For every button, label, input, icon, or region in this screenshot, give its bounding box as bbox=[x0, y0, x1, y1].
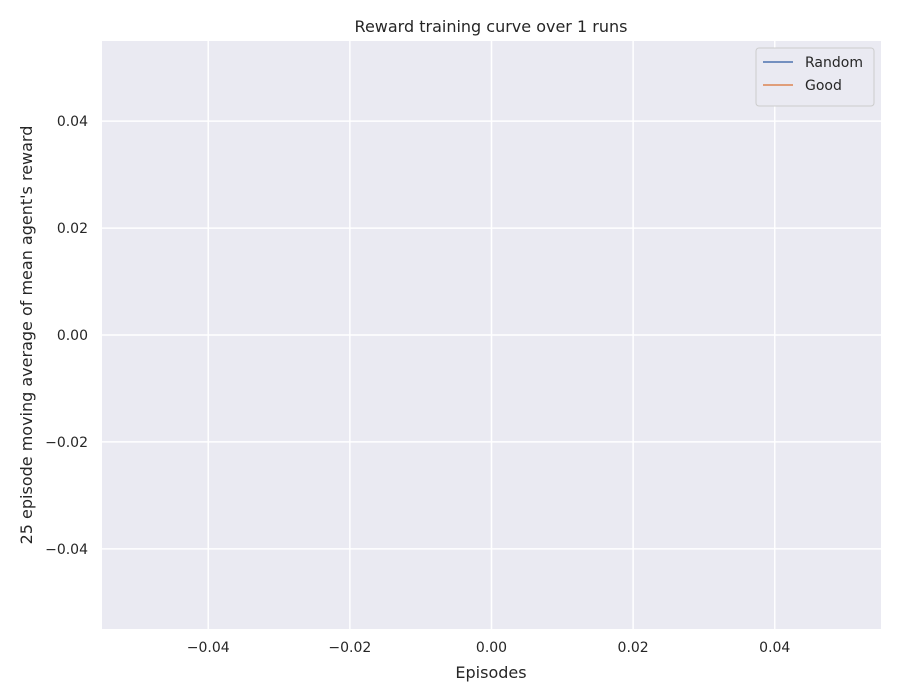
x-tick-label: 0.02 bbox=[618, 640, 649, 656]
x-axis-label: Episodes bbox=[455, 663, 526, 682]
y-axis-ticks: 0.04 0.02 0.00 −0.02 −0.04 bbox=[45, 114, 88, 558]
chart-title: Reward training curve over 1 runs bbox=[355, 17, 628, 36]
x-axis-ticks: −0.04 −0.02 0.00 0.02 0.04 bbox=[187, 640, 791, 656]
y-axis-label: 25 episode moving average of mean agent'… bbox=[17, 126, 36, 545]
y-tick-label: 0.02 bbox=[57, 221, 88, 237]
legend-label: Random bbox=[805, 55, 863, 71]
x-tick-label: 0.00 bbox=[476, 640, 507, 656]
y-tick-label: −0.04 bbox=[45, 542, 88, 558]
grid bbox=[102, 41, 881, 629]
y-tick-label: −0.02 bbox=[45, 435, 88, 451]
y-tick-label: 0.00 bbox=[57, 328, 88, 344]
legend: Random Good bbox=[755, 47, 875, 107]
y-tick-label: 0.04 bbox=[57, 114, 88, 130]
x-tick-label: −0.04 bbox=[187, 640, 230, 656]
legend-label: Good bbox=[805, 78, 842, 94]
x-tick-label: 0.04 bbox=[759, 640, 790, 656]
x-tick-label: −0.02 bbox=[328, 640, 371, 656]
